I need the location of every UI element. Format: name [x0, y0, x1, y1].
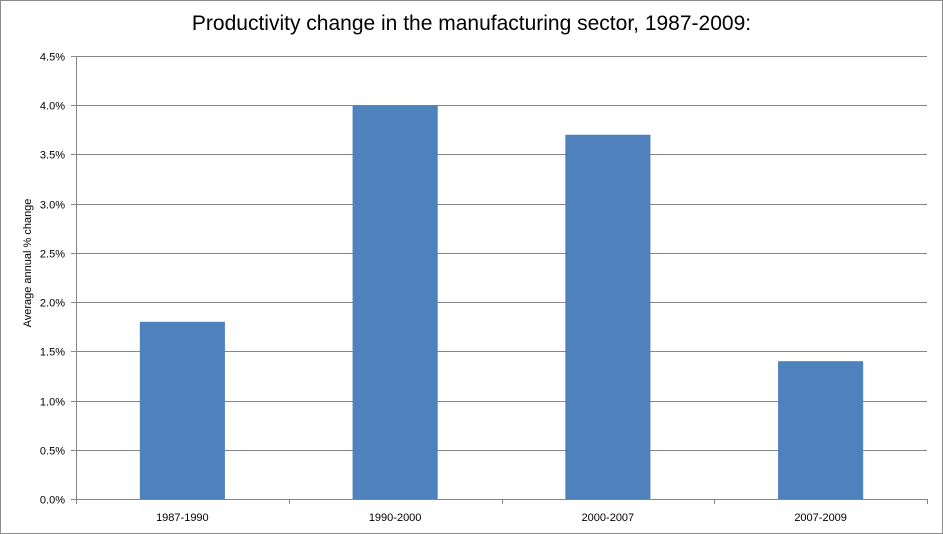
bar-2000-2007: [565, 134, 651, 499]
bar-2007-2009: [778, 361, 864, 499]
bar-1990-2000: [352, 105, 438, 499]
y-axis-title: Average annual % change: [22, 199, 34, 328]
bar-1987-1990: [139, 321, 225, 499]
chart-title: Productivity change in the manufacturing…: [191, 12, 752, 35]
x-tick-label: 1987-1990: [156, 512, 209, 524]
x-tick-label: 2007-2009: [794, 512, 847, 524]
y-tick-label: 2.5%: [40, 249, 65, 261]
y-tick-label: 1.5%: [40, 347, 65, 359]
y-tick-label: 0.0%: [40, 495, 65, 507]
gridlines: [76, 56, 927, 451]
bars: [139, 105, 864, 499]
x-tick-label: 2000-2007: [582, 512, 635, 524]
y-tick-label: 3.0%: [40, 200, 65, 212]
y-tick-label: 4.0%: [40, 101, 65, 113]
x-tick-label: 1990-2000: [369, 512, 422, 524]
axes: 0.0% 0.5% 1.0% 1.5% 2.0% 2.5% 3.0% 3.5% 4.0% 4.5%…: [40, 52, 928, 524]
y-tick-label: 1.0%: [40, 397, 65, 409]
y-tick-label: 2.0%: [40, 298, 65, 310]
y-tick-label: 3.5%: [40, 150, 65, 162]
y-tick-label: 0.5%: [40, 446, 65, 458]
y-tick-label: 4.5%: [40, 52, 65, 64]
